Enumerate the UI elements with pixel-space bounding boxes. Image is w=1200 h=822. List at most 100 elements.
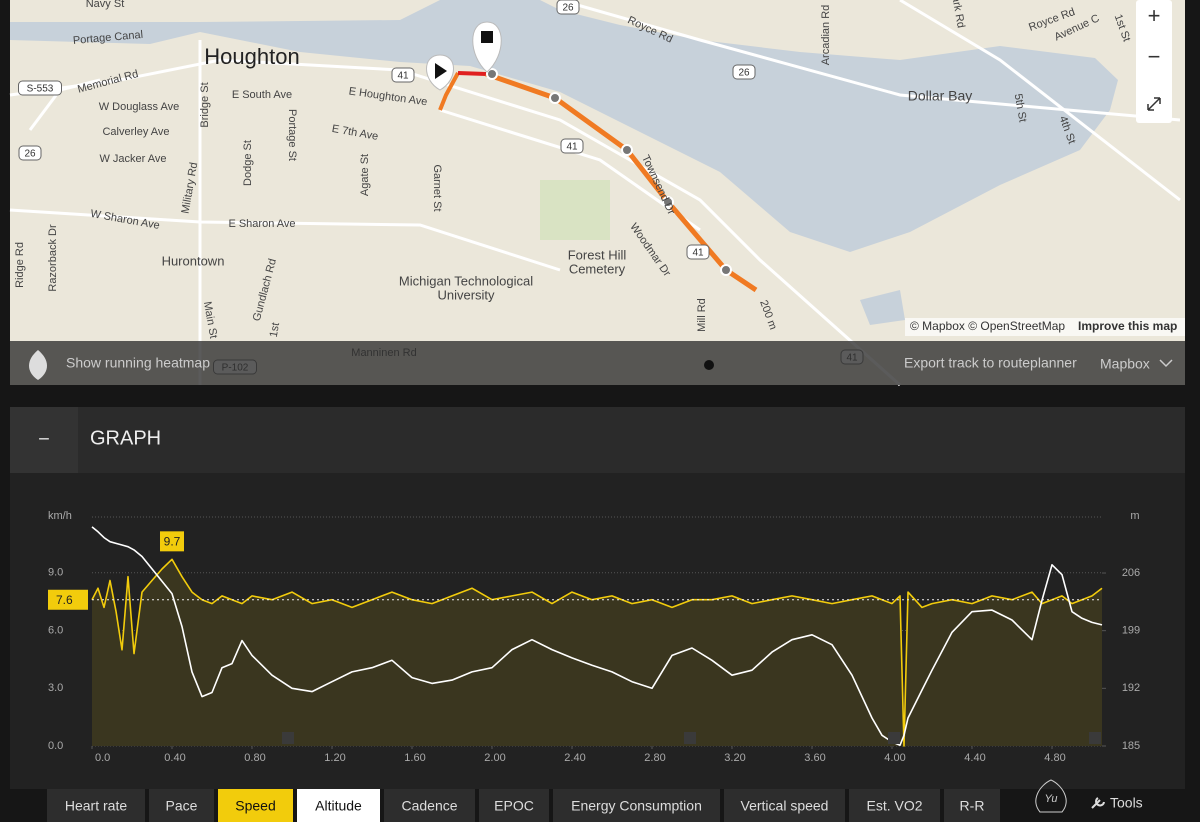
map-label: Agate St: [359, 154, 371, 196]
map-label: E Sharon Ave: [228, 218, 295, 230]
map-label: Navy St: [86, 0, 125, 10]
zoom-control: [1136, 0, 1172, 123]
pond: [860, 290, 905, 325]
lap-marker: [1089, 732, 1101, 744]
tab[interactable]: [849, 789, 940, 822]
road-shield-label: 41: [397, 71, 409, 82]
tools-button[interactable]: Tools: [1110, 795, 1143, 811]
y-axis-label: km/h: [48, 510, 72, 522]
y2-tick-label: 199: [1122, 625, 1140, 637]
road-shield-label: S-553: [27, 84, 54, 95]
road-shield-label: 26: [24, 149, 36, 160]
route-point: [486, 68, 498, 80]
x-tick-label: 2.80: [644, 752, 665, 764]
tab[interactable]: [297, 789, 380, 822]
fullscreen-icon[interactable]: [1147, 97, 1161, 111]
map-label: Houghton: [204, 44, 299, 69]
map-label: E South Ave: [232, 89, 292, 101]
y-tick-label: 6.0: [48, 624, 63, 636]
altitude-line: [91, 526, 1103, 746]
map-style[interactable]: Mapbox: [1100, 356, 1150, 372]
road-shield-label: 26: [738, 68, 750, 79]
x-tick-label: 4.40: [964, 752, 985, 764]
road-shield: [556, 0, 580, 15]
road-shield: [560, 138, 584, 154]
improve-link[interactable]: Improve this map: [1078, 319, 1177, 333]
speed-area: [92, 559, 1102, 746]
x-tick-label: 4.80: [1044, 752, 1065, 764]
export-link[interactable]: Export track to routeplanner: [904, 355, 1077, 371]
graph-title: GRAPH: [90, 427, 161, 449]
x-tick-label: 1.60: [404, 752, 425, 764]
tab[interactable]: [218, 789, 293, 822]
tab-label[interactable]: Pace: [166, 798, 198, 814]
tab[interactable]: [724, 789, 845, 822]
road: [9, 58, 901, 387]
road-shield: [391, 67, 415, 83]
x-tick-label: 4.00: [884, 752, 905, 764]
tab-label[interactable]: R-R: [960, 798, 985, 814]
road-shield: [686, 244, 710, 260]
tab-label[interactable]: Est. VO2: [866, 798, 922, 814]
route-point: [549, 92, 561, 104]
y-tick-label: 9.0: [48, 567, 63, 579]
route-points: [486, 68, 732, 276]
map-label: ark Rd: [949, 0, 966, 29]
map-label: Dodge St: [242, 140, 254, 186]
tab-label[interactable]: Vertical speed: [741, 798, 829, 814]
collapse-button[interactable]: [10, 407, 78, 473]
map-label: Calverley Ave: [102, 126, 169, 138]
plot: 0.0 3.0 6.0 9.0 185 192 199 206 0.0 0.40 0.80 1.20 1…: [48, 516, 1140, 764]
collapse-icon[interactable]: −: [38, 428, 50, 450]
route-point: [720, 264, 732, 276]
tab-label[interactable]: Heart rate: [65, 798, 127, 814]
dropdown-icon[interactable]: [1159, 359, 1173, 368]
map-label: 1st: [268, 322, 282, 339]
y-tick-label: 3.0: [48, 682, 63, 694]
map-label: W Douglass Ave: [99, 101, 180, 113]
cursor-dot: [704, 360, 714, 370]
tab[interactable]: [553, 789, 720, 822]
play-icon: [435, 63, 447, 79]
water: [10, 0, 1118, 252]
tab-label[interactable]: EPOC: [494, 798, 534, 814]
tools-icon[interactable]: [1091, 797, 1105, 809]
tab[interactable]: [944, 789, 1000, 822]
zoom-out[interactable]: −: [1148, 44, 1161, 69]
tab[interactable]: [479, 789, 549, 822]
route: [485, 71, 758, 293]
logo-mark: [1035, 779, 1067, 813]
tab-label[interactable]: Cadence: [401, 798, 457, 814]
average-label: 7.6: [56, 593, 73, 607]
map-label: W Jacker Ave: [99, 153, 166, 165]
tab-label[interactable]: Speed: [235, 798, 275, 814]
x-tick-label: 2.00: [484, 752, 505, 764]
lap-marker: [684, 732, 696, 744]
attribution-box: [905, 318, 1185, 336]
route-point: [662, 196, 674, 208]
map-label: Mill Rd: [696, 298, 708, 332]
heatmap-icon[interactable]: [29, 350, 47, 380]
graph-header: [10, 407, 1185, 473]
route-point: [621, 144, 633, 156]
y2-axis-label: m: [1130, 510, 1139, 522]
zoom-in[interactable]: +: [1148, 3, 1161, 28]
x-tick-label: 0.40: [164, 752, 185, 764]
max-badge: [160, 531, 184, 552]
road-shield: [18, 80, 62, 96]
map-label: Garnet St: [431, 164, 443, 211]
tab[interactable]: [384, 789, 475, 822]
end-pin: [472, 21, 502, 73]
route-start: [457, 71, 487, 76]
map-label: Michigan Technological: [399, 273, 533, 288]
tab-label[interactable]: Energy Consumption: [571, 798, 702, 814]
tab-label[interactable]: Altitude: [315, 798, 362, 814]
tab[interactable]: [47, 789, 145, 822]
x-tick-label: 1.20: [324, 752, 345, 764]
tab[interactable]: [149, 789, 214, 822]
max-label: 9.7: [164, 535, 181, 549]
heatmap-toggle[interactable]: Show running heatmap: [66, 355, 210, 371]
